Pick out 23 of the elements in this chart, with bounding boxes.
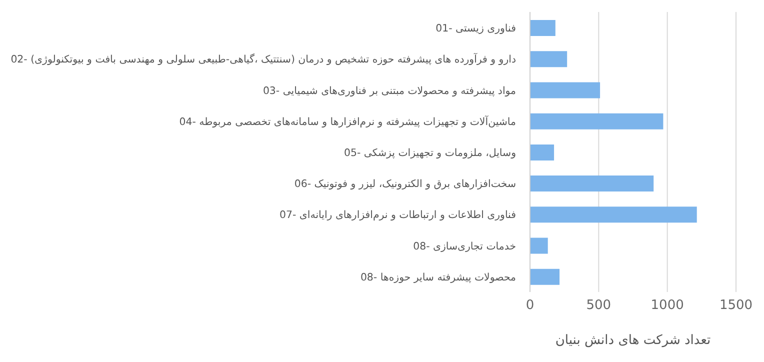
bar xyxy=(530,113,664,130)
y-tick-label: مواد پیشرفته و محصولات مبتنی بر فناوری‌های شیمیایی -03 xyxy=(262,86,516,97)
y-tick-label: فناوری زیستی -01 xyxy=(436,24,516,35)
x-tick-label: 1000 xyxy=(650,298,684,314)
y-tick-label: فناوری اطلاعات و ارتباطات و نرم‌افزارهای رایانه‌ای -07 xyxy=(280,210,516,222)
y-tick-label: سخت‌افزارهای برق و الکترونیک، لیزر و فوتونیک -06 xyxy=(294,179,516,190)
bar xyxy=(530,51,568,68)
y-tick-label: خدمات تجاری‌سازی -08 xyxy=(413,241,516,252)
x-axis-title: تعداد شرکت های دانش بنیان xyxy=(555,333,711,348)
y-tick-label: ماشین‌آلات و تجهیزات پیشرفته و نرم‌افزارها و سامانه‌های تخصصی مربوطه -04 xyxy=(179,114,516,128)
bar xyxy=(530,20,556,36)
bar xyxy=(530,206,697,223)
bar xyxy=(530,144,554,160)
bar xyxy=(530,268,560,285)
x-tick-label: 500 xyxy=(586,298,612,314)
bar xyxy=(530,238,548,254)
y-tick-label: وسایل، ملزومات و تجهیزات پزشکی -05 xyxy=(344,148,516,159)
x-tick-label: 0 xyxy=(526,298,534,314)
y-tick-label: دارو و فرآورده های پیشرفته حوزه تشخیص و درمان (سنتتیک ،گیاهی-طبیعی سلولی و مهندسی بافت و بیوتکنولوژی) -02 xyxy=(10,52,516,66)
x-tick-label: 1500 xyxy=(719,298,753,314)
bar xyxy=(530,82,600,98)
bar xyxy=(530,176,654,192)
y-tick-label: محصولات پیشرفته سایر حوزه‌ها -08 xyxy=(360,272,516,284)
